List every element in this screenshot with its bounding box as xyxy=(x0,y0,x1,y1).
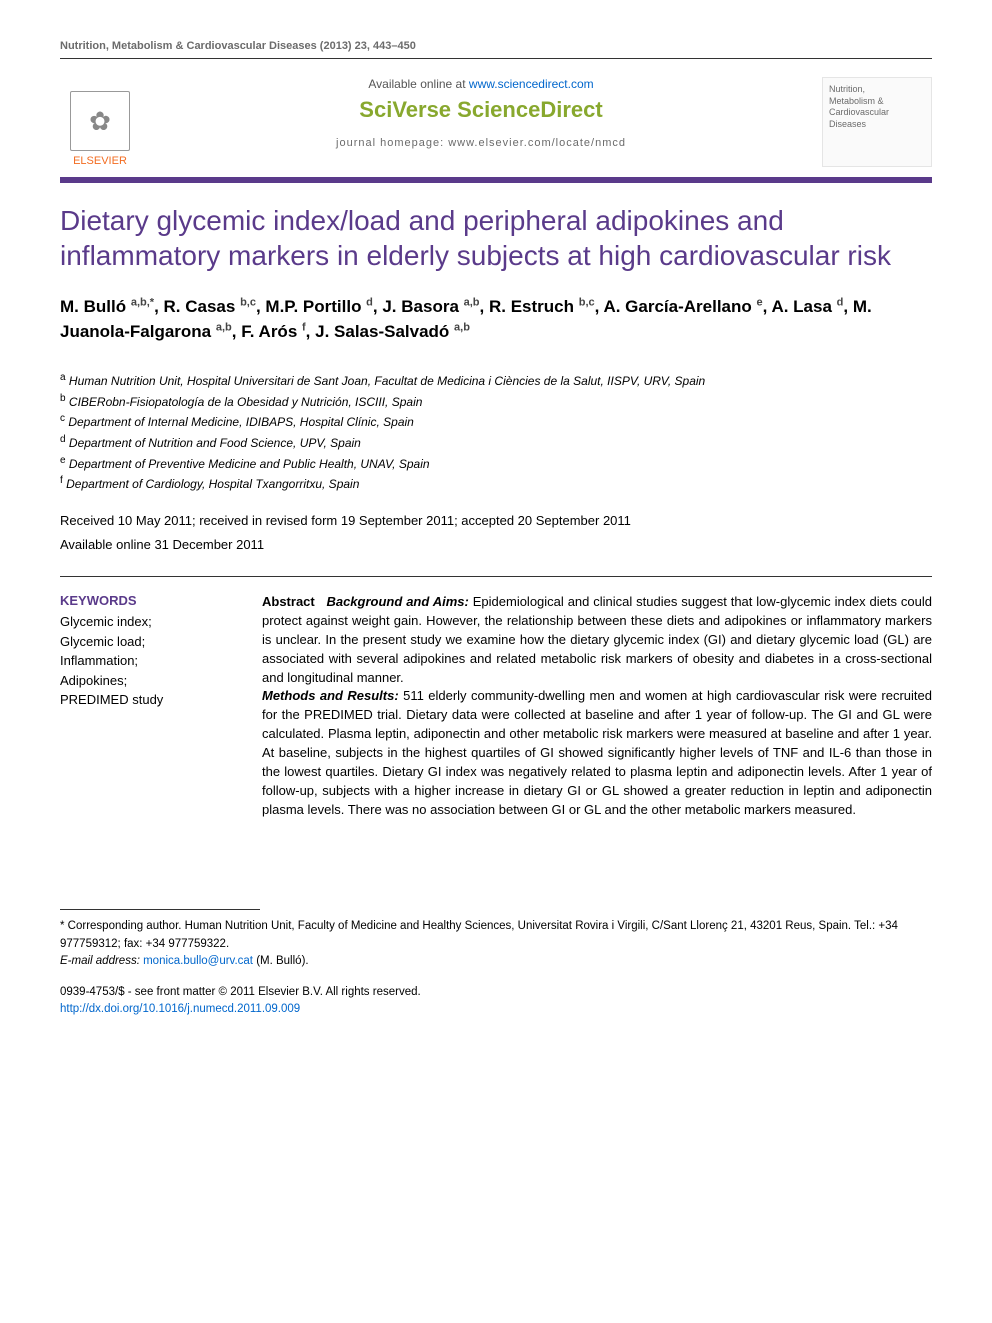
keywords-list: Glycemic index; Glycemic load; Inflammat… xyxy=(60,612,232,710)
affiliation-c: c Department of Internal Medicine, IDIBA… xyxy=(60,411,932,432)
email-label: E-mail address: xyxy=(60,955,140,967)
affiliations: a Human Nutrition Unit, Hospital Univers… xyxy=(60,370,932,494)
publisher-logo: ✿ ELSEVIER xyxy=(60,77,140,167)
footnote-rule xyxy=(60,909,260,910)
corresponding-author: * Corresponding author. Human Nutrition … xyxy=(60,918,932,970)
affiliation-a: a Human Nutrition Unit, Hospital Univers… xyxy=(60,370,932,391)
section-rule xyxy=(60,576,932,577)
email-link[interactable]: monica.bullo@urv.cat xyxy=(143,955,253,967)
keyword-item: Adipokines; xyxy=(60,671,232,691)
masthead-center: Available online at www.sciencedirect.co… xyxy=(156,77,806,149)
affiliation-f: f Department of Cardiology, Hospital Txa… xyxy=(60,473,932,494)
affiliation-e: e Department of Preventive Medicine and … xyxy=(60,453,932,474)
article-first-page: Nutrition, Metabolism & Cardiovascular D… xyxy=(0,0,992,1069)
author-list: M. Bulló a,b,*, R. Casas b,c, M.P. Porti… xyxy=(60,295,932,344)
abs-methods-text: 511 elderly community-dwelling men and w… xyxy=(262,688,932,816)
keyword-item: PREDIMED study xyxy=(60,690,232,710)
article-title: Dietary glycemic index/load and peripher… xyxy=(60,203,932,273)
affiliation-d: d Department of Nutrition and Food Scien… xyxy=(60,432,932,453)
article-history-received: Received 10 May 2011; received in revise… xyxy=(60,512,932,530)
journal-cover-thumb: Nutrition, Metabolism & Cardiovascular D… xyxy=(822,77,932,167)
abs-methods-title: Methods and Results: xyxy=(262,688,399,703)
doi-link[interactable]: http://dx.doi.org/10.1016/j.numecd.2011.… xyxy=(60,1003,300,1015)
article-history-online: Available online 31 December 2011 xyxy=(60,536,932,554)
keyword-item: Inflammation; xyxy=(60,651,232,671)
available-online: Available online at www.sciencedirect.co… xyxy=(156,77,806,91)
abs-background-title: Background and Aims: xyxy=(326,594,468,609)
elsevier-tree-icon: ✿ xyxy=(70,91,130,151)
journal-name: Nutrition, Metabolism & Cardiovascular D… xyxy=(829,84,889,129)
issn-line: 0939-4753/$ - see front matter © 2011 El… xyxy=(60,984,932,1001)
keywords-heading: KEYWORDS xyxy=(60,593,232,608)
title-rule xyxy=(60,177,932,183)
copyright-block: 0939-4753/$ - see front matter © 2011 El… xyxy=(60,984,932,1019)
journal-homepage-label: journal homepage: www.elsevier.com/locat… xyxy=(156,137,806,149)
corresponding-email-line: E-mail address: monica.bullo@urv.cat (M.… xyxy=(60,953,932,970)
abstract-column: Abstract Background and Aims: Epidemiolo… xyxy=(262,593,932,819)
sciencedirect-link[interactable]: www.sciencedirect.com xyxy=(469,77,594,91)
affiliation-b: b CIBERobn-Fisiopatología de la Obesidad… xyxy=(60,391,932,412)
keyword-item: Glycemic load; xyxy=(60,632,232,652)
sciverse-brand: SciVerse ScienceDirect xyxy=(156,97,806,123)
keywords-column: KEYWORDS Glycemic index; Glycemic load; … xyxy=(60,593,232,819)
email-author: (M. Bulló). xyxy=(253,955,309,967)
corresponding-text: * Corresponding author. Human Nutrition … xyxy=(60,918,932,953)
abstract-label: Abstract xyxy=(262,594,315,609)
masthead: ✿ ELSEVIER Available online at www.scien… xyxy=(60,77,932,167)
abstract-row: KEYWORDS Glycemic index; Glycemic load; … xyxy=(60,593,932,819)
available-online-prefix: Available online at xyxy=(368,77,469,91)
keyword-item: Glycemic index; xyxy=(60,612,232,632)
publisher-label: ELSEVIER xyxy=(73,155,127,167)
running-header: Nutrition, Metabolism & Cardiovascular D… xyxy=(60,40,932,59)
